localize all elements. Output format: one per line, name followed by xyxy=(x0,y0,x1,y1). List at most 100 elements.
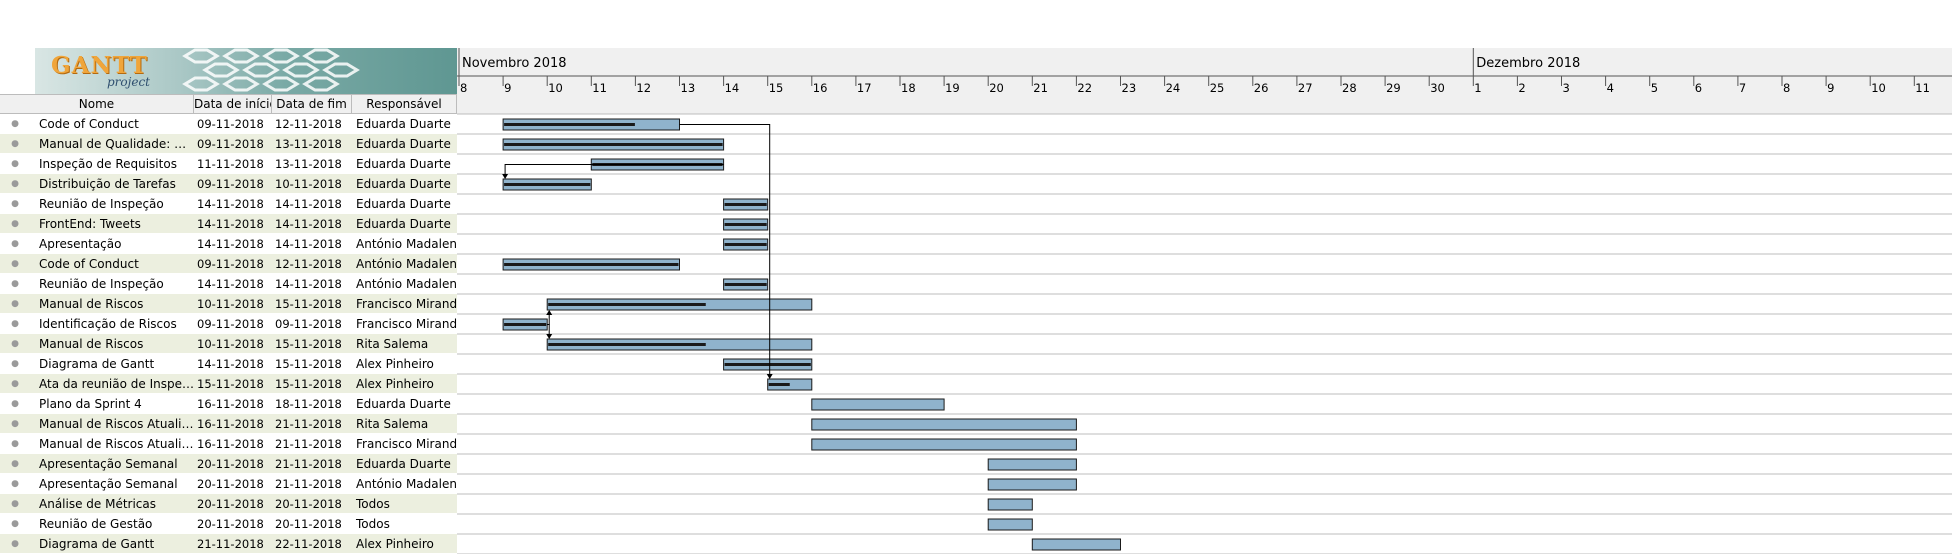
day-label: 18 xyxy=(901,81,916,95)
task-responsible: Eduarda Duarte xyxy=(356,136,451,151)
task-bullet-icon: ● xyxy=(11,538,19,549)
task-progress xyxy=(504,123,635,126)
day-label: 21 xyxy=(1033,81,1048,95)
task-end-date: 12-11-2018 xyxy=(275,256,342,271)
task-row[interactable]: ● Reunião de Inspeção 14-11-2018 14-11-2018… xyxy=(0,274,457,294)
task-name: Identificação de Riscos xyxy=(39,316,177,331)
task-responsible: Todos xyxy=(356,496,390,511)
task-responsible: Alex Pinheiro xyxy=(356,536,434,551)
task-name: FrontEnd: Tweets xyxy=(39,216,141,231)
task-responsible: António Madaleno xyxy=(356,476,457,491)
day-label: 12 xyxy=(636,81,651,95)
task-end-date: 21-11-2018 xyxy=(275,456,342,471)
day-label: 9 xyxy=(1827,81,1834,95)
task-row[interactable]: ● Plano da Sprint 4 16-11-2018 18-11-2018 Ed… xyxy=(0,394,457,414)
task-bullet-icon: ● xyxy=(11,258,19,269)
task-row[interactable]: ● Reunião de Gestão 20-11-2018 20-11-2018 To… xyxy=(0,514,457,534)
task-name: Reunião de Gestão xyxy=(39,516,153,531)
task-bar xyxy=(811,438,1077,451)
column-header-end[interactable]: Data de fim xyxy=(272,95,352,113)
day-label: 30 xyxy=(1430,81,1445,95)
task-progress xyxy=(724,283,767,286)
column-header-start[interactable]: Data de início xyxy=(194,95,272,113)
task-responsible: António Madaleno xyxy=(356,276,457,291)
task-bullet-icon: ● xyxy=(11,158,19,169)
task-name: Distribuição de Tarefas xyxy=(39,176,176,191)
day-label: 2 xyxy=(1518,81,1525,95)
day-label: 29 xyxy=(1386,81,1401,95)
logo-sub-text: project xyxy=(107,75,151,89)
task-end-date: 20-11-2018 xyxy=(275,496,342,511)
day-label: 11 xyxy=(1915,81,1930,95)
task-start-date: 16-11-2018 xyxy=(197,396,264,411)
task-bullet-icon: ● xyxy=(11,378,19,389)
day-label: 8 xyxy=(460,81,467,95)
task-row[interactable]: ● Manual de Riscos 10-11-2018 15-11-2018 Fra… xyxy=(0,294,457,314)
task-progress xyxy=(724,243,767,246)
task-start-date: 11-11-2018 xyxy=(197,156,264,171)
task-name: Code of Conduct xyxy=(39,256,139,271)
task-name: Apresentação Semanal xyxy=(39,476,178,491)
gantt-chart: Novembro 2018 Dezembro 2018 8 9 10 11 12 13 14 15… xyxy=(457,48,1952,554)
day-label: 25 xyxy=(1210,81,1225,95)
task-name: Code of Conduct xyxy=(39,116,139,131)
task-start-date: 09-11-2018 xyxy=(197,316,264,331)
day-label: 7 xyxy=(1739,81,1746,95)
task-name: Apresentação xyxy=(39,236,122,251)
gantt-project-logo: GANTT project xyxy=(35,48,457,94)
task-row[interactable]: ● Reunião de Inspeção 14-11-2018 14-11-2018… xyxy=(0,194,457,214)
task-row[interactable]: ● Inspeção de Requisitos 11-11-2018 13-11-2… xyxy=(0,154,457,174)
task-row[interactable]: ● Diagrama de Gantt 21-11-2018 22-11-2018 Al… xyxy=(0,534,457,554)
task-responsible: António Madaleno xyxy=(356,236,457,251)
task-name: Inspeção de Requisitos xyxy=(39,156,177,171)
task-row[interactable]: ● Apresentação 14-11-2018 14-11-2018 António… xyxy=(0,234,457,254)
day-label: 28 xyxy=(1342,81,1357,95)
task-responsible: Eduarda Duarte xyxy=(356,396,451,411)
task-progress xyxy=(504,143,723,146)
task-responsible: Eduarda Duarte xyxy=(356,216,451,231)
task-row[interactable]: ● Apresentação Semanal 20-11-2018 21-11-201… xyxy=(0,454,457,474)
hexagon-pattern xyxy=(182,48,360,92)
task-start-date: 09-11-2018 xyxy=(197,176,264,191)
task-row[interactable]: ● Manual de Qualidade: Gest...09-11-2018 1… xyxy=(0,134,457,154)
task-row[interactable]: ● Manual de Riscos Atualizad...16-11-2018… xyxy=(0,414,457,434)
day-label: 22 xyxy=(1077,81,1092,95)
day-label: 16 xyxy=(813,81,828,95)
task-end-date: 20-11-2018 xyxy=(275,516,342,531)
dependency-arrow xyxy=(679,124,771,377)
task-row[interactable]: ● Identificação de Riscos 09-11-2018 09-11-… xyxy=(0,314,457,334)
task-row[interactable]: ● Apresentação Semanal 20-11-2018 21-11-201… xyxy=(0,474,457,494)
task-end-date: 15-11-2018 xyxy=(275,336,342,351)
task-responsible: Todos xyxy=(356,516,390,531)
task-row[interactable]: ● Manual de Riscos 10-11-2018 15-11-2018 Rit… xyxy=(0,334,457,354)
task-row[interactable]: ● Análise de Métricas 20-11-2018 20-11-2018… xyxy=(0,494,457,514)
task-progress xyxy=(724,223,767,226)
task-start-date: 14-11-2018 xyxy=(197,216,264,231)
column-header-responsible[interactable]: Responsável xyxy=(352,95,457,113)
dependency-arrowhead xyxy=(502,174,509,179)
task-end-date: 22-11-2018 xyxy=(275,536,342,551)
day-label: 3 xyxy=(1563,81,1570,95)
task-row[interactable]: ● Code of Conduct 09-11-2018 12-11-2018 Antó… xyxy=(0,254,457,274)
task-start-date: 09-11-2018 xyxy=(197,116,264,131)
month-label: Novembro 2018 xyxy=(462,56,567,71)
day-label: 27 xyxy=(1298,81,1313,95)
day-label: 24 xyxy=(1166,81,1181,95)
task-bullet-icon: ● xyxy=(11,498,19,509)
task-row[interactable]: ● Manual de Riscos Atualizado 16-11-2018 21… xyxy=(0,434,457,454)
task-bar xyxy=(811,398,945,411)
task-row[interactable]: ● Ata da reunião de Inspeção 15-11-2018 15-… xyxy=(0,374,457,394)
task-row[interactable]: ● Distribuição de Tarefas 09-11-2018 10-11-… xyxy=(0,174,457,194)
task-row[interactable]: ● Code of Conduct 09-11-2018 12-11-2018 Edua… xyxy=(0,114,457,134)
day-label: 20 xyxy=(989,81,1004,95)
task-name: Plano da Sprint 4 xyxy=(39,396,142,411)
column-header-name[interactable]: Nome xyxy=(0,95,194,113)
task-row[interactable]: ● FrontEnd: Tweets 14-11-2018 14-11-2018 Edu… xyxy=(0,214,457,234)
task-start-date: 14-11-2018 xyxy=(197,236,264,251)
day-label: 23 xyxy=(1122,81,1137,95)
task-name: Reunião de Inspeção xyxy=(39,276,164,291)
task-grid: ● Code of Conduct 09-11-2018 12-11-2018 Edua… xyxy=(0,114,457,554)
task-start-date: 14-11-2018 xyxy=(197,356,264,371)
task-row[interactable]: ● Diagrama de Gantt 14-11-2018 15-11-2018 Al… xyxy=(0,354,457,374)
day-label: 8 xyxy=(1783,81,1790,95)
